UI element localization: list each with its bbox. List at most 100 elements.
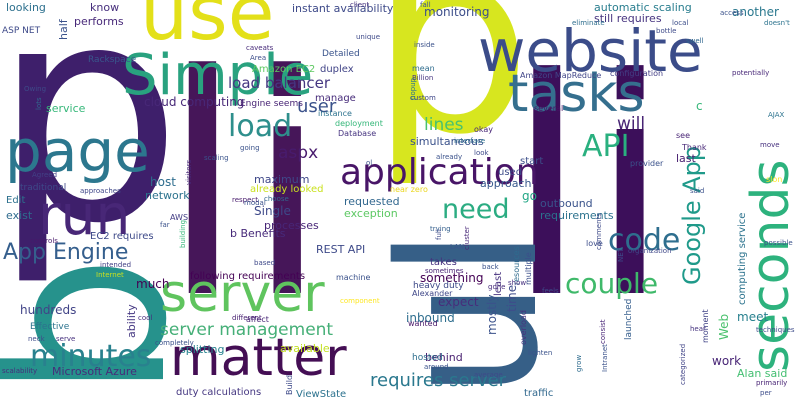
cloud-word: scaling — [204, 154, 229, 162]
cloud-word: need — [442, 194, 510, 225]
cloud-word: launched — [624, 298, 634, 340]
cloud-word: page — [5, 117, 150, 185]
cloud-word: gone — [488, 283, 506, 291]
cloud-word: machine — [336, 273, 371, 282]
cloud-word: respect — [232, 196, 259, 204]
cloud-word: user — [297, 96, 337, 117]
cloud-word: caveats — [246, 44, 274, 52]
cloud-word: access — [720, 9, 744, 17]
cloud-word: host — [150, 175, 176, 189]
cloud-word: mean — [412, 64, 435, 73]
cloud-word: automatic scaling — [594, 1, 692, 14]
cloud-word: consist — [599, 319, 607, 344]
cloud-word: visitors — [185, 159, 193, 185]
cloud-word: server management — [160, 320, 334, 340]
cloud-word: interface — [454, 137, 486, 145]
cloud-word: EC2 requires — [90, 231, 154, 242]
cloud-word: time — [505, 284, 519, 312]
cloud-word: inbound — [406, 311, 455, 325]
cloud-word: modal — [244, 199, 266, 207]
cloud-word: lighten — [528, 349, 553, 357]
cloud-word: b Benefits — [230, 227, 286, 240]
cloud-word: requires server — [370, 370, 507, 391]
cloud-word: ol — [366, 159, 373, 167]
cloud-word: per — [760, 389, 772, 397]
cloud-word: deployment — [335, 119, 383, 128]
cloud-word: server — [160, 264, 325, 324]
cloud-word: ability — [125, 304, 138, 338]
cloud-word: controls — [30, 237, 58, 245]
cloud-word: meet — [737, 310, 769, 324]
cloud-word: go — [522, 189, 537, 203]
cloud-word: p — [370, 0, 532, 191]
cloud-word: will — [617, 114, 646, 134]
cloud-word: couple — [565, 267, 659, 300]
cloud-word: expect — [438, 295, 479, 309]
cloud-word: know — [90, 1, 120, 14]
cloud-word: going — [240, 144, 260, 152]
cloud-word: ViewState — [296, 389, 347, 400]
cloud-word: lines — [424, 115, 464, 135]
cloud-word: requested — [344, 195, 400, 208]
cloud-word: Owing — [24, 85, 47, 93]
cloud-word: takes — [430, 257, 457, 268]
cloud-word: li — [160, 10, 330, 365]
cloud-word: website — [478, 17, 703, 85]
cloud-word: load balancer — [228, 74, 331, 92]
cloud-word: work — [712, 354, 742, 368]
cloud-word: based — [254, 259, 276, 267]
cloud-word: Google App — [678, 145, 706, 285]
cloud-word: network — [145, 189, 190, 202]
cloud-word: see — [676, 131, 691, 140]
cloud-word: popup — [409, 77, 417, 100]
cloud-word: scalability — [2, 367, 38, 375]
cloud-word: matter — [170, 328, 347, 388]
cloud-word: duplex — [320, 64, 354, 75]
cloud-word: requirements — [540, 209, 614, 222]
cloud-word: processes — [264, 219, 319, 232]
cloud-word: building — [179, 219, 187, 248]
cloud-word: NET — [617, 248, 625, 262]
cloud-word: service — [46, 102, 86, 115]
cloud-word: component — [340, 297, 380, 305]
cloud-word: looking — [6, 1, 46, 14]
cloud-word: code — [608, 223, 681, 258]
cloud-word: Thank — [682, 143, 707, 152]
cloud-word: Amazon EC2 — [252, 64, 316, 75]
cloud-word: outbound — [540, 197, 593, 210]
cloud-word: potentially — [732, 69, 770, 77]
cloud-word: provider — [630, 159, 664, 168]
cloud-word: multiple — [524, 252, 533, 285]
cloud-word: affect — [246, 315, 269, 324]
cloud-word: techniques — [756, 326, 795, 334]
cloud-word: hundreds — [20, 303, 77, 317]
cloud-word: available — [280, 342, 330, 355]
cloud-word: API — [582, 129, 630, 164]
cloud-word: hear — [690, 325, 706, 333]
cloud-word: still requires — [594, 12, 662, 25]
cloud-word: possible — [764, 239, 793, 247]
cloud-word: heavy duty — [413, 281, 464, 291]
cloud-word: Effective — [30, 322, 70, 332]
cloud-word: serve — [56, 335, 76, 343]
cloud-word: Detailed — [322, 49, 360, 59]
cloud-word: back — [482, 263, 499, 271]
cloud-word: Web — [717, 313, 731, 340]
cloud-word: Single — [254, 204, 291, 218]
cloud-word: AJAX — [768, 111, 785, 119]
cloud-word: custom — [410, 94, 436, 102]
cloud-word: splitting — [180, 343, 225, 356]
cloud-word: full — [435, 229, 443, 240]
cloud-word: approach — [480, 177, 532, 190]
cloud-word: Database — [338, 129, 377, 138]
cloud-word: near zero — [390, 185, 428, 194]
cloud-word: neck — [28, 335, 45, 343]
cloud-word: monitoring — [424, 5, 490, 19]
cloud-word: exception — [344, 207, 398, 220]
cloud-word: tasks — [508, 64, 645, 124]
cloud-word: choose — [264, 195, 289, 203]
cloud-word: said — [690, 187, 705, 195]
cloud-word: traffic — [524, 388, 554, 399]
cloud-word: use — [140, 0, 275, 57]
cloud-word: Alan said — [737, 367, 788, 380]
